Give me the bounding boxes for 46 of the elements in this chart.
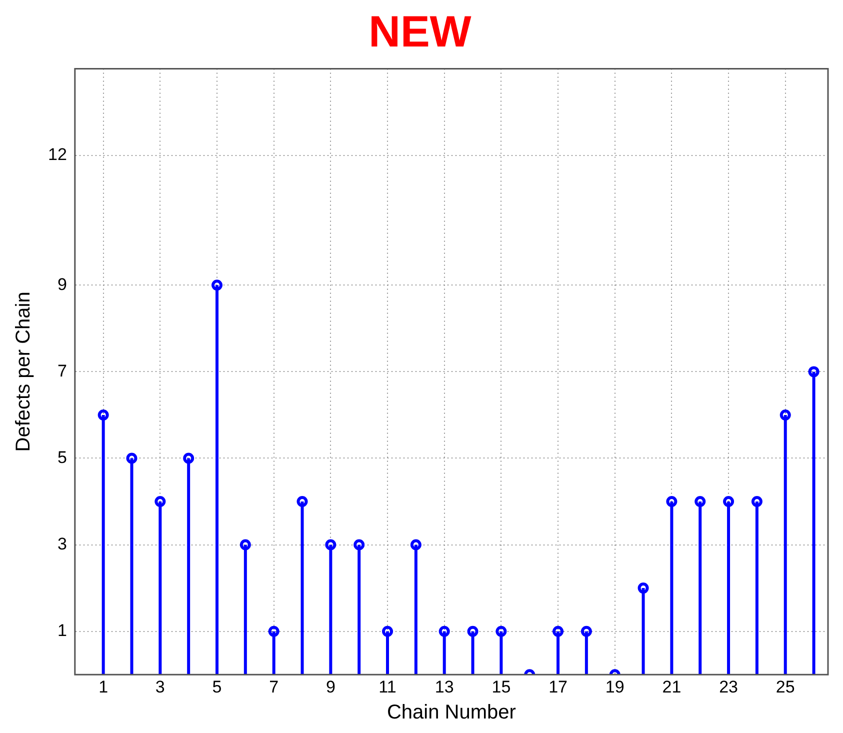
x-tick-label: 7 — [269, 677, 279, 696]
point — [638, 582, 649, 594]
point — [268, 626, 280, 637]
x-tick-label: 11 — [378, 677, 396, 696]
x-tick-label: 19 — [605, 677, 624, 696]
point — [694, 496, 706, 508]
x-tick-label: 17 — [548, 677, 568, 696]
point — [467, 626, 478, 637]
point — [98, 409, 109, 420]
x-axis-title: Chain Number — [386, 702, 516, 724]
y-tick-label: 3 — [57, 534, 67, 554]
point — [780, 409, 791, 420]
chart-title: NEW — [368, 8, 472, 57]
point — [126, 452, 138, 464]
point — [154, 496, 166, 508]
x-tick-label: 9 — [326, 677, 336, 696]
point — [212, 280, 222, 291]
x-tick-label: 13 — [434, 677, 454, 696]
point — [808, 366, 820, 378]
y-tick-label: 1 — [57, 621, 67, 640]
point — [410, 539, 422, 550]
x-tick-label: 5 — [212, 677, 222, 696]
point — [382, 626, 394, 637]
point — [325, 539, 336, 550]
point — [438, 626, 450, 637]
point — [496, 626, 507, 637]
x-tick-label: 21 — [662, 677, 682, 696]
x-tick-label: 1 — [98, 677, 108, 696]
point — [666, 496, 678, 508]
point — [723, 496, 734, 508]
y-tick-label: 12 — [48, 145, 67, 164]
y-tick-label: 5 — [57, 448, 67, 467]
point — [354, 539, 365, 550]
x-tick-label: 23 — [719, 677, 738, 696]
y-tick-label: 7 — [57, 361, 67, 380]
point — [580, 626, 592, 637]
x-tick-label: 15 — [492, 677, 511, 696]
point — [183, 452, 194, 464]
x-tick-label: 3 — [155, 677, 165, 696]
point — [552, 626, 564, 637]
x-tick-label: 25 — [776, 677, 795, 696]
point — [240, 539, 251, 550]
point — [751, 496, 762, 508]
y-axis-title: Defects per Chain — [12, 292, 35, 452]
point — [296, 496, 308, 508]
y-tick-label: 9 — [57, 274, 67, 294]
